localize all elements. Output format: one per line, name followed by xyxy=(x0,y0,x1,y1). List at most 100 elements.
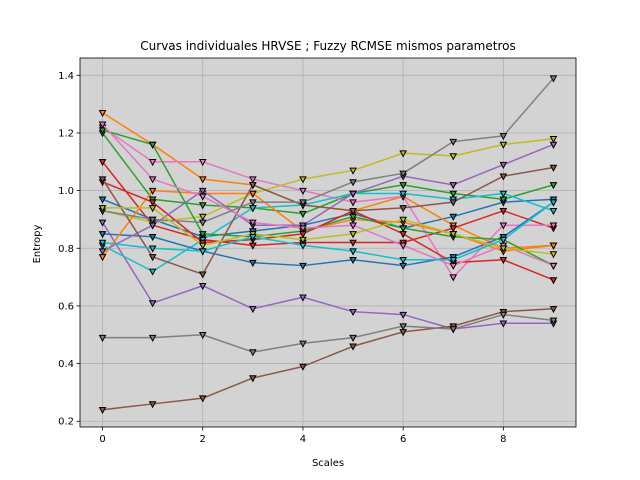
data-point xyxy=(198,219,207,227)
data-point xyxy=(499,257,508,265)
series-15 xyxy=(98,141,558,256)
data-point xyxy=(198,193,207,201)
data-point xyxy=(249,375,257,383)
data-point xyxy=(249,233,257,242)
data-point xyxy=(148,300,157,308)
data-point xyxy=(549,222,558,230)
data-point xyxy=(249,182,257,190)
data-point xyxy=(549,277,558,285)
data-point xyxy=(349,343,357,351)
y-tick-label: 0.4 xyxy=(58,359,74,370)
series-17 xyxy=(98,121,558,270)
x-tick-label: 6 xyxy=(400,434,406,445)
data-point xyxy=(349,248,357,256)
data-point xyxy=(449,225,458,233)
data-point xyxy=(549,251,558,259)
data-point xyxy=(349,199,357,207)
series-6 xyxy=(98,306,558,415)
data-point xyxy=(98,219,107,227)
series-line xyxy=(102,308,554,411)
data-point xyxy=(349,257,357,265)
data-point xyxy=(449,190,458,198)
data-point xyxy=(299,199,307,207)
series-line xyxy=(102,77,555,224)
data-point xyxy=(198,231,207,239)
data-point xyxy=(349,308,357,317)
data-point xyxy=(399,182,407,190)
y-tick-label: 1.0 xyxy=(58,186,74,197)
data-point xyxy=(349,190,357,198)
data-point xyxy=(399,257,407,265)
data-point xyxy=(349,231,357,239)
data-point xyxy=(399,242,407,250)
series-line xyxy=(102,181,554,281)
data-point xyxy=(249,199,257,207)
data-point xyxy=(98,334,107,342)
data-point xyxy=(349,239,357,247)
data-point xyxy=(549,208,558,216)
data-point xyxy=(499,236,508,244)
series-line xyxy=(101,166,554,275)
data-point xyxy=(449,199,458,207)
x-tick-label: 8 xyxy=(500,434,506,445)
x-tick-label: 0 xyxy=(99,434,105,445)
data-point xyxy=(249,349,257,357)
data-point xyxy=(349,167,357,175)
data-point xyxy=(148,245,157,253)
data-point xyxy=(299,242,307,250)
data-point xyxy=(349,208,357,216)
y-tick-label: 0.2 xyxy=(58,417,74,428)
data-point xyxy=(148,199,157,207)
data-point xyxy=(299,363,307,371)
data-point xyxy=(148,176,157,184)
data-point xyxy=(98,406,107,415)
data-point xyxy=(148,268,157,276)
y-axis-label: Entropy xyxy=(32,224,43,263)
data-point xyxy=(349,334,357,342)
data-point xyxy=(148,141,157,149)
data-point xyxy=(198,176,207,184)
data-point xyxy=(98,176,107,184)
data-point xyxy=(148,205,157,213)
data-point xyxy=(148,159,157,167)
data-point xyxy=(399,190,407,198)
data-point xyxy=(198,242,207,250)
data-point xyxy=(349,179,357,187)
data-point xyxy=(198,332,207,340)
data-point xyxy=(198,213,207,221)
series-8 xyxy=(98,311,558,357)
data-point xyxy=(399,323,407,331)
grid xyxy=(80,58,576,427)
data-point xyxy=(449,257,458,265)
data-point xyxy=(449,231,458,239)
data-point xyxy=(499,141,508,149)
data-point xyxy=(449,274,458,282)
data-point xyxy=(449,138,458,146)
data-point xyxy=(549,164,558,172)
data-point xyxy=(549,141,558,149)
data-point xyxy=(148,187,157,195)
data-point xyxy=(499,245,508,253)
series-7 xyxy=(98,124,558,282)
data-point xyxy=(449,326,458,334)
series-5 xyxy=(98,219,558,334)
data-point xyxy=(249,176,257,184)
data-point xyxy=(148,401,157,409)
data-point xyxy=(499,208,508,216)
data-point xyxy=(499,161,508,170)
data-point xyxy=(399,225,407,233)
data-point xyxy=(98,110,107,118)
y-tick-label: 0.6 xyxy=(58,301,74,312)
data-point xyxy=(499,133,508,141)
data-point xyxy=(499,190,508,198)
data-point xyxy=(399,311,407,319)
chart-title: Curvas individuales HRVSE ; Fuzzy RCMSE … xyxy=(140,39,515,53)
data-point xyxy=(148,216,157,224)
data-point xyxy=(399,216,407,224)
x-axis-label: Scales xyxy=(312,458,344,469)
series-20 xyxy=(98,199,558,265)
series-line xyxy=(102,192,554,273)
data-point xyxy=(98,121,107,129)
series-line xyxy=(101,221,554,330)
series-line xyxy=(101,161,554,247)
